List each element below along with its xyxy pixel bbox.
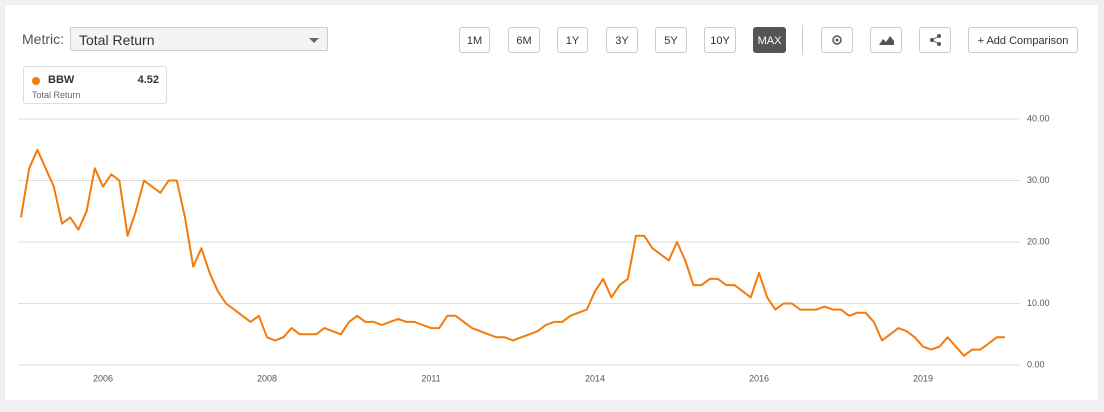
- metric-dropdown[interactable]: Total Return: [70, 27, 328, 51]
- price-line: [20, 148, 1006, 357]
- range-button[interactable]: MAX: [753, 27, 786, 53]
- y-tick-label: 30.00: [1027, 175, 1050, 185]
- share-button[interactable]: [919, 27, 951, 53]
- range-button[interactable]: 1Y: [557, 27, 588, 53]
- chart-type-button[interactable]: [870, 27, 902, 53]
- x-tick-label: 2014: [585, 373, 605, 383]
- x-tick-label: 2008: [257, 373, 277, 383]
- x-tick-label: 2019: [913, 373, 933, 383]
- area-icon: [879, 36, 894, 45]
- legend-value: 4.52: [137, 74, 159, 86]
- metric-label: Metric:: [22, 31, 64, 47]
- y-tick-label: 0.00: [1027, 359, 1045, 369]
- range-button[interactable]: 5Y: [655, 27, 687, 53]
- legend: BBW 4.52 Total Return: [23, 66, 167, 104]
- y-tick-label: 10.00: [1027, 298, 1050, 308]
- share-icon: [930, 34, 941, 46]
- y-tick-label: 20.00: [1027, 236, 1050, 246]
- settings-button[interactable]: [821, 27, 853, 53]
- gear-icon: [832, 35, 842, 45]
- range-button[interactable]: 1M: [459, 27, 490, 53]
- range-button[interactable]: 6M: [508, 27, 540, 53]
- panel: Metric: Total Return 1M 6M 1Y 3Y 5Y 10Y MAX + …: [5, 5, 1098, 400]
- add-comparison-button[interactable]: + Add Comparison: [968, 27, 1078, 53]
- x-tick-label: 2006: [93, 373, 113, 383]
- legend-subtitle: Total Return: [32, 90, 81, 100]
- metric-value: Total Return: [79, 32, 155, 48]
- y-tick-label: 40.00: [1027, 113, 1050, 123]
- dropdown-arrow: [309, 38, 319, 43]
- range-button[interactable]: 10Y: [704, 27, 736, 53]
- range-button[interactable]: 3Y: [606, 27, 638, 53]
- x-tick-label: 2016: [749, 373, 769, 383]
- legend-dot: [32, 77, 40, 85]
- x-tick-label: 2011: [421, 373, 440, 383]
- divider: [802, 25, 803, 55]
- legend-name: BBW: [48, 74, 75, 86]
